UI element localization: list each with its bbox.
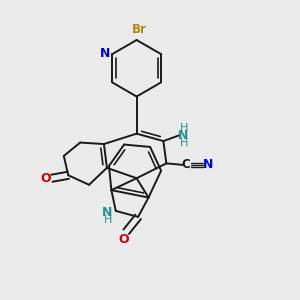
Text: H: H: [180, 138, 188, 148]
Text: N: N: [178, 129, 188, 142]
Text: N: N: [203, 158, 214, 171]
Text: O: O: [40, 172, 51, 185]
Text: C: C: [181, 158, 190, 171]
Text: N: N: [102, 206, 112, 219]
Text: N: N: [100, 47, 110, 60]
Text: Br: Br: [132, 23, 147, 36]
Text: H: H: [104, 215, 112, 225]
Text: H: H: [180, 123, 188, 133]
Text: O: O: [118, 233, 129, 246]
